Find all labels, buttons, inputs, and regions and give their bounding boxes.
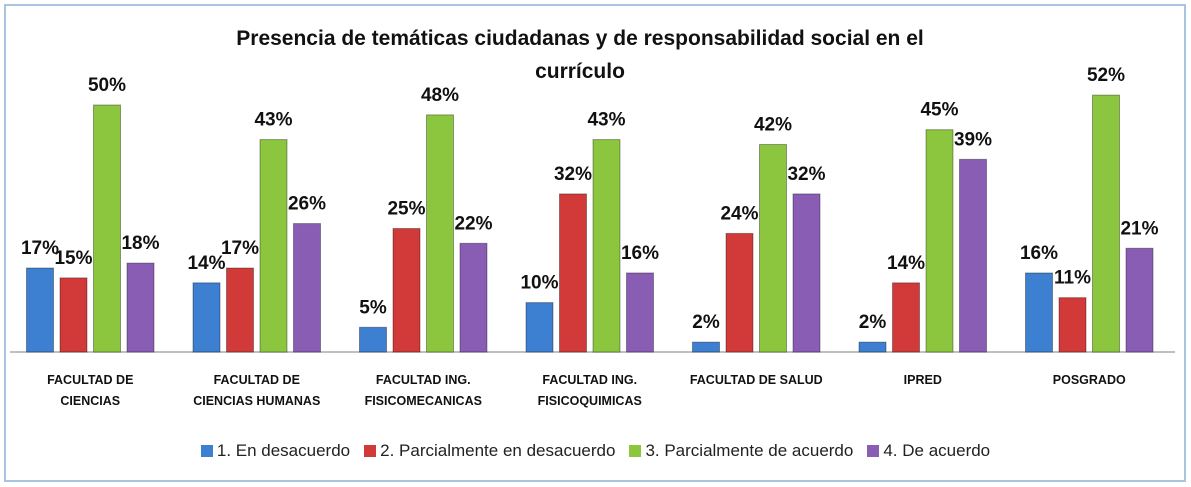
- data-label: 5%: [359, 297, 387, 318]
- data-label: 17%: [221, 238, 259, 259]
- legend-item: 2. Parcialmente en desacuerdo: [364, 441, 615, 461]
- bar: [1025, 272, 1053, 353]
- chart-title: Presencia de temáticas ciudadanas y de r…: [236, 27, 924, 83]
- data-label: 14%: [887, 253, 925, 274]
- bar: [792, 193, 821, 353]
- bar: [592, 139, 621, 353]
- data-label: 25%: [387, 199, 425, 220]
- legend-item: 4. De acuerdo: [867, 441, 990, 461]
- data-label: 18%: [121, 233, 159, 254]
- bar: [892, 282, 920, 353]
- bar: [559, 193, 587, 353]
- x-tick-label: FACULTAD DE CIENCIAS: [47, 373, 134, 408]
- bar: [192, 282, 221, 353]
- legend-item: 3. Parcialmente de acuerdo: [629, 441, 853, 461]
- bar: [459, 242, 488, 353]
- data-label: 14%: [187, 253, 225, 274]
- bar: [59, 277, 88, 353]
- legend-swatch: [364, 445, 377, 457]
- data-label: 2%: [692, 312, 720, 333]
- data-label: 22%: [454, 213, 492, 234]
- data-label: 48%: [421, 85, 459, 106]
- legend: 1. En desacuerdo 2. Parcialmente en desac…: [0, 441, 1191, 461]
- bar: [759, 144, 787, 353]
- bar: [392, 228, 421, 353]
- bar: [226, 267, 254, 353]
- data-label: 52%: [1087, 65, 1125, 86]
- legend-label: 2. Parcialmente en desacuerdo: [380, 441, 616, 460]
- data-label: 24%: [720, 203, 758, 224]
- x-tick-label: FACULTAD DE CIENCIAS HUMANAS: [193, 373, 321, 408]
- data-label: 21%: [1120, 218, 1158, 239]
- legend-label: 4. De acuerdo: [883, 441, 991, 460]
- data-label: 16%: [1020, 243, 1058, 264]
- x-tick-label: FACULTAD ING. FISICOMECANICAS: [364, 373, 482, 408]
- legend-item: 1. En desacuerdo: [200, 441, 351, 461]
- bar: [26, 267, 54, 353]
- data-label: 16%: [621, 243, 659, 264]
- bar: [858, 341, 887, 353]
- bar: [692, 341, 720, 353]
- data-label: 43%: [587, 110, 625, 131]
- bar: [293, 223, 321, 353]
- bar: [626, 272, 654, 353]
- legend-label: 1. En desacuerdo: [216, 441, 351, 460]
- data-label: 15%: [54, 248, 92, 269]
- bar: [959, 158, 987, 353]
- bar: [126, 262, 155, 353]
- bar: [1058, 297, 1087, 353]
- data-label: 17%: [21, 238, 59, 259]
- legend-swatch: [200, 445, 213, 457]
- legend-swatch: [867, 445, 880, 457]
- bar: [426, 114, 454, 353]
- bar: [1125, 247, 1154, 353]
- bar: [725, 232, 754, 353]
- data-label: 11%: [1054, 268, 1091, 289]
- data-label: 10%: [520, 273, 558, 294]
- data-label: 32%: [554, 164, 592, 185]
- data-label: 32%: [787, 164, 825, 185]
- bar: [259, 139, 288, 353]
- bar: [359, 326, 387, 353]
- bar: [93, 104, 121, 353]
- data-label: 43%: [254, 110, 292, 131]
- data-label: 26%: [288, 194, 326, 215]
- data-label: 2%: [859, 312, 887, 333]
- legend-label: 3. Parcialmente de acuerdo: [645, 441, 854, 460]
- data-label: 39%: [954, 129, 992, 150]
- bar: [525, 302, 554, 353]
- x-tick-label: POSGRADO: [1052, 373, 1126, 387]
- data-label: 50%: [88, 75, 126, 96]
- data-label: 45%: [920, 100, 958, 121]
- x-tick-label: IPRED: [903, 373, 942, 387]
- data-label: 42%: [754, 115, 792, 136]
- legend-swatch: [629, 445, 642, 457]
- bar: [1092, 94, 1120, 353]
- x-tick-label: FACULTAD ING. FISICOQUIMICAS: [537, 373, 642, 408]
- bar: [925, 129, 954, 353]
- x-tick-label: FACULTAD DE SALUD: [689, 373, 823, 387]
